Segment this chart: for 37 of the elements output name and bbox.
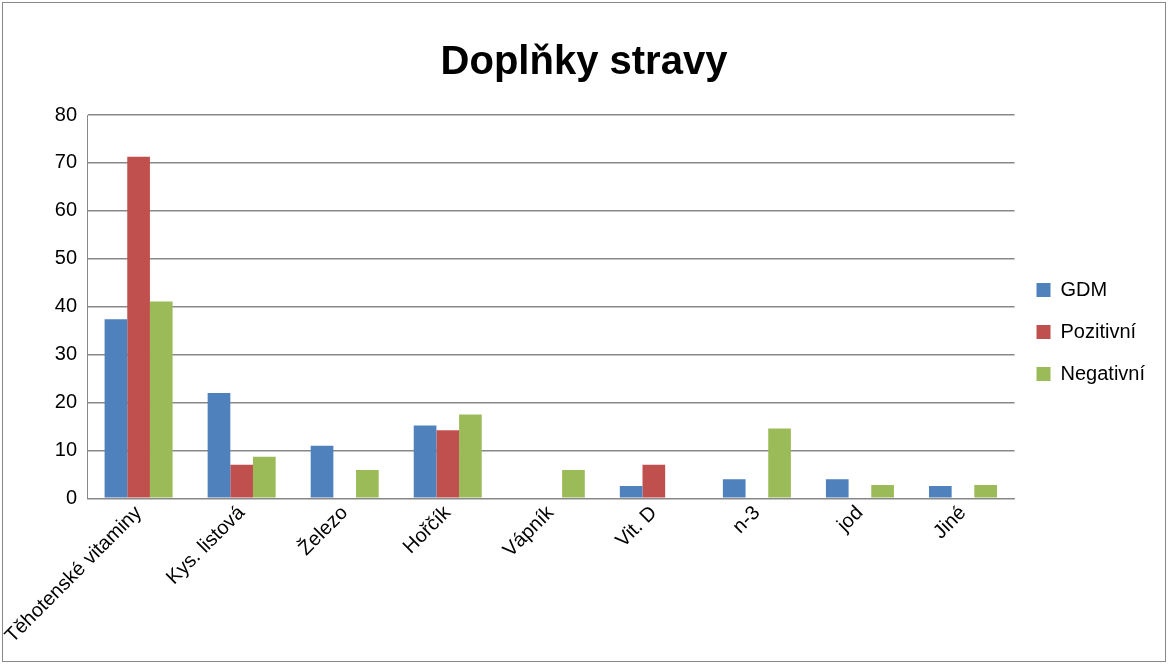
y-tick-label: 50 <box>54 246 78 269</box>
bar <box>619 485 643 498</box>
x-tick-label: Vit. D <box>610 500 661 551</box>
bar <box>149 301 173 498</box>
bar <box>928 485 952 498</box>
bar <box>722 479 746 498</box>
x-tick-label: Jiné <box>928 500 970 543</box>
y-tick-label: 60 <box>54 198 78 221</box>
bar <box>974 484 997 498</box>
y-tick-label: 10 <box>54 437 78 460</box>
bar <box>127 156 150 498</box>
bar <box>825 479 849 498</box>
bar <box>207 392 231 498</box>
x-tick-label: jod <box>831 500 867 537</box>
y-tick-label: 40 <box>54 294 78 317</box>
y-tick-label: 70 <box>54 150 78 173</box>
y-tick-label: 20 <box>54 390 78 413</box>
bar <box>768 428 791 498</box>
legend-label: Pozitivní <box>1060 319 1137 342</box>
x-tick-label: n-3 <box>727 500 764 537</box>
chart-title: Doplňky stravy <box>440 38 729 83</box>
legend-label: GDM <box>1060 277 1108 300</box>
bar <box>413 425 437 498</box>
bar <box>642 464 666 498</box>
bar <box>459 414 482 498</box>
bar <box>230 464 253 498</box>
bar <box>871 484 894 498</box>
bar <box>562 470 585 498</box>
bar <box>252 456 276 498</box>
bar <box>310 445 334 498</box>
bar <box>104 319 128 498</box>
y-tick-label: 0 <box>65 485 78 508</box>
bar <box>436 430 460 498</box>
y-tick-label: 80 <box>54 102 78 125</box>
bar <box>356 470 379 498</box>
legend-label: Negativní <box>1060 361 1146 384</box>
y-tick-label: 30 <box>54 342 78 365</box>
